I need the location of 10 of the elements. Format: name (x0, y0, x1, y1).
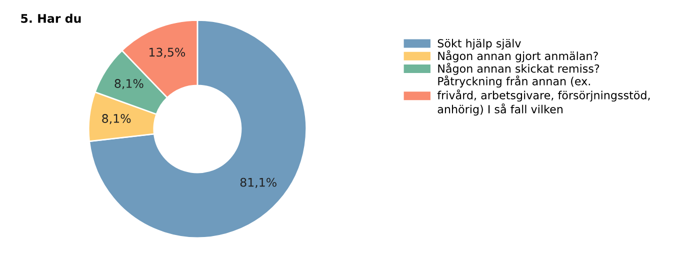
legend-label: Påtryckning från annan (ex. frivård, arbetsgivare, försörjningsstöd, anhörig) I så fall vilken (437, 75, 650, 116)
data-label: 81,1% (240, 178, 276, 188)
legend-label: Någon annan gjort anmälan? (438, 50, 598, 62)
data-label: 8,1% (102, 114, 131, 124)
donut-slice (88, 19, 307, 239)
legend-label: Sökt hjälp själv (438, 38, 521, 50)
legend-label: Någon annan skickat remiss? (438, 62, 600, 75)
data-label: 13,5% (149, 48, 186, 58)
chart-title: 5. Har du (21, 14, 81, 23)
data-label: 8,1% (114, 79, 144, 90)
